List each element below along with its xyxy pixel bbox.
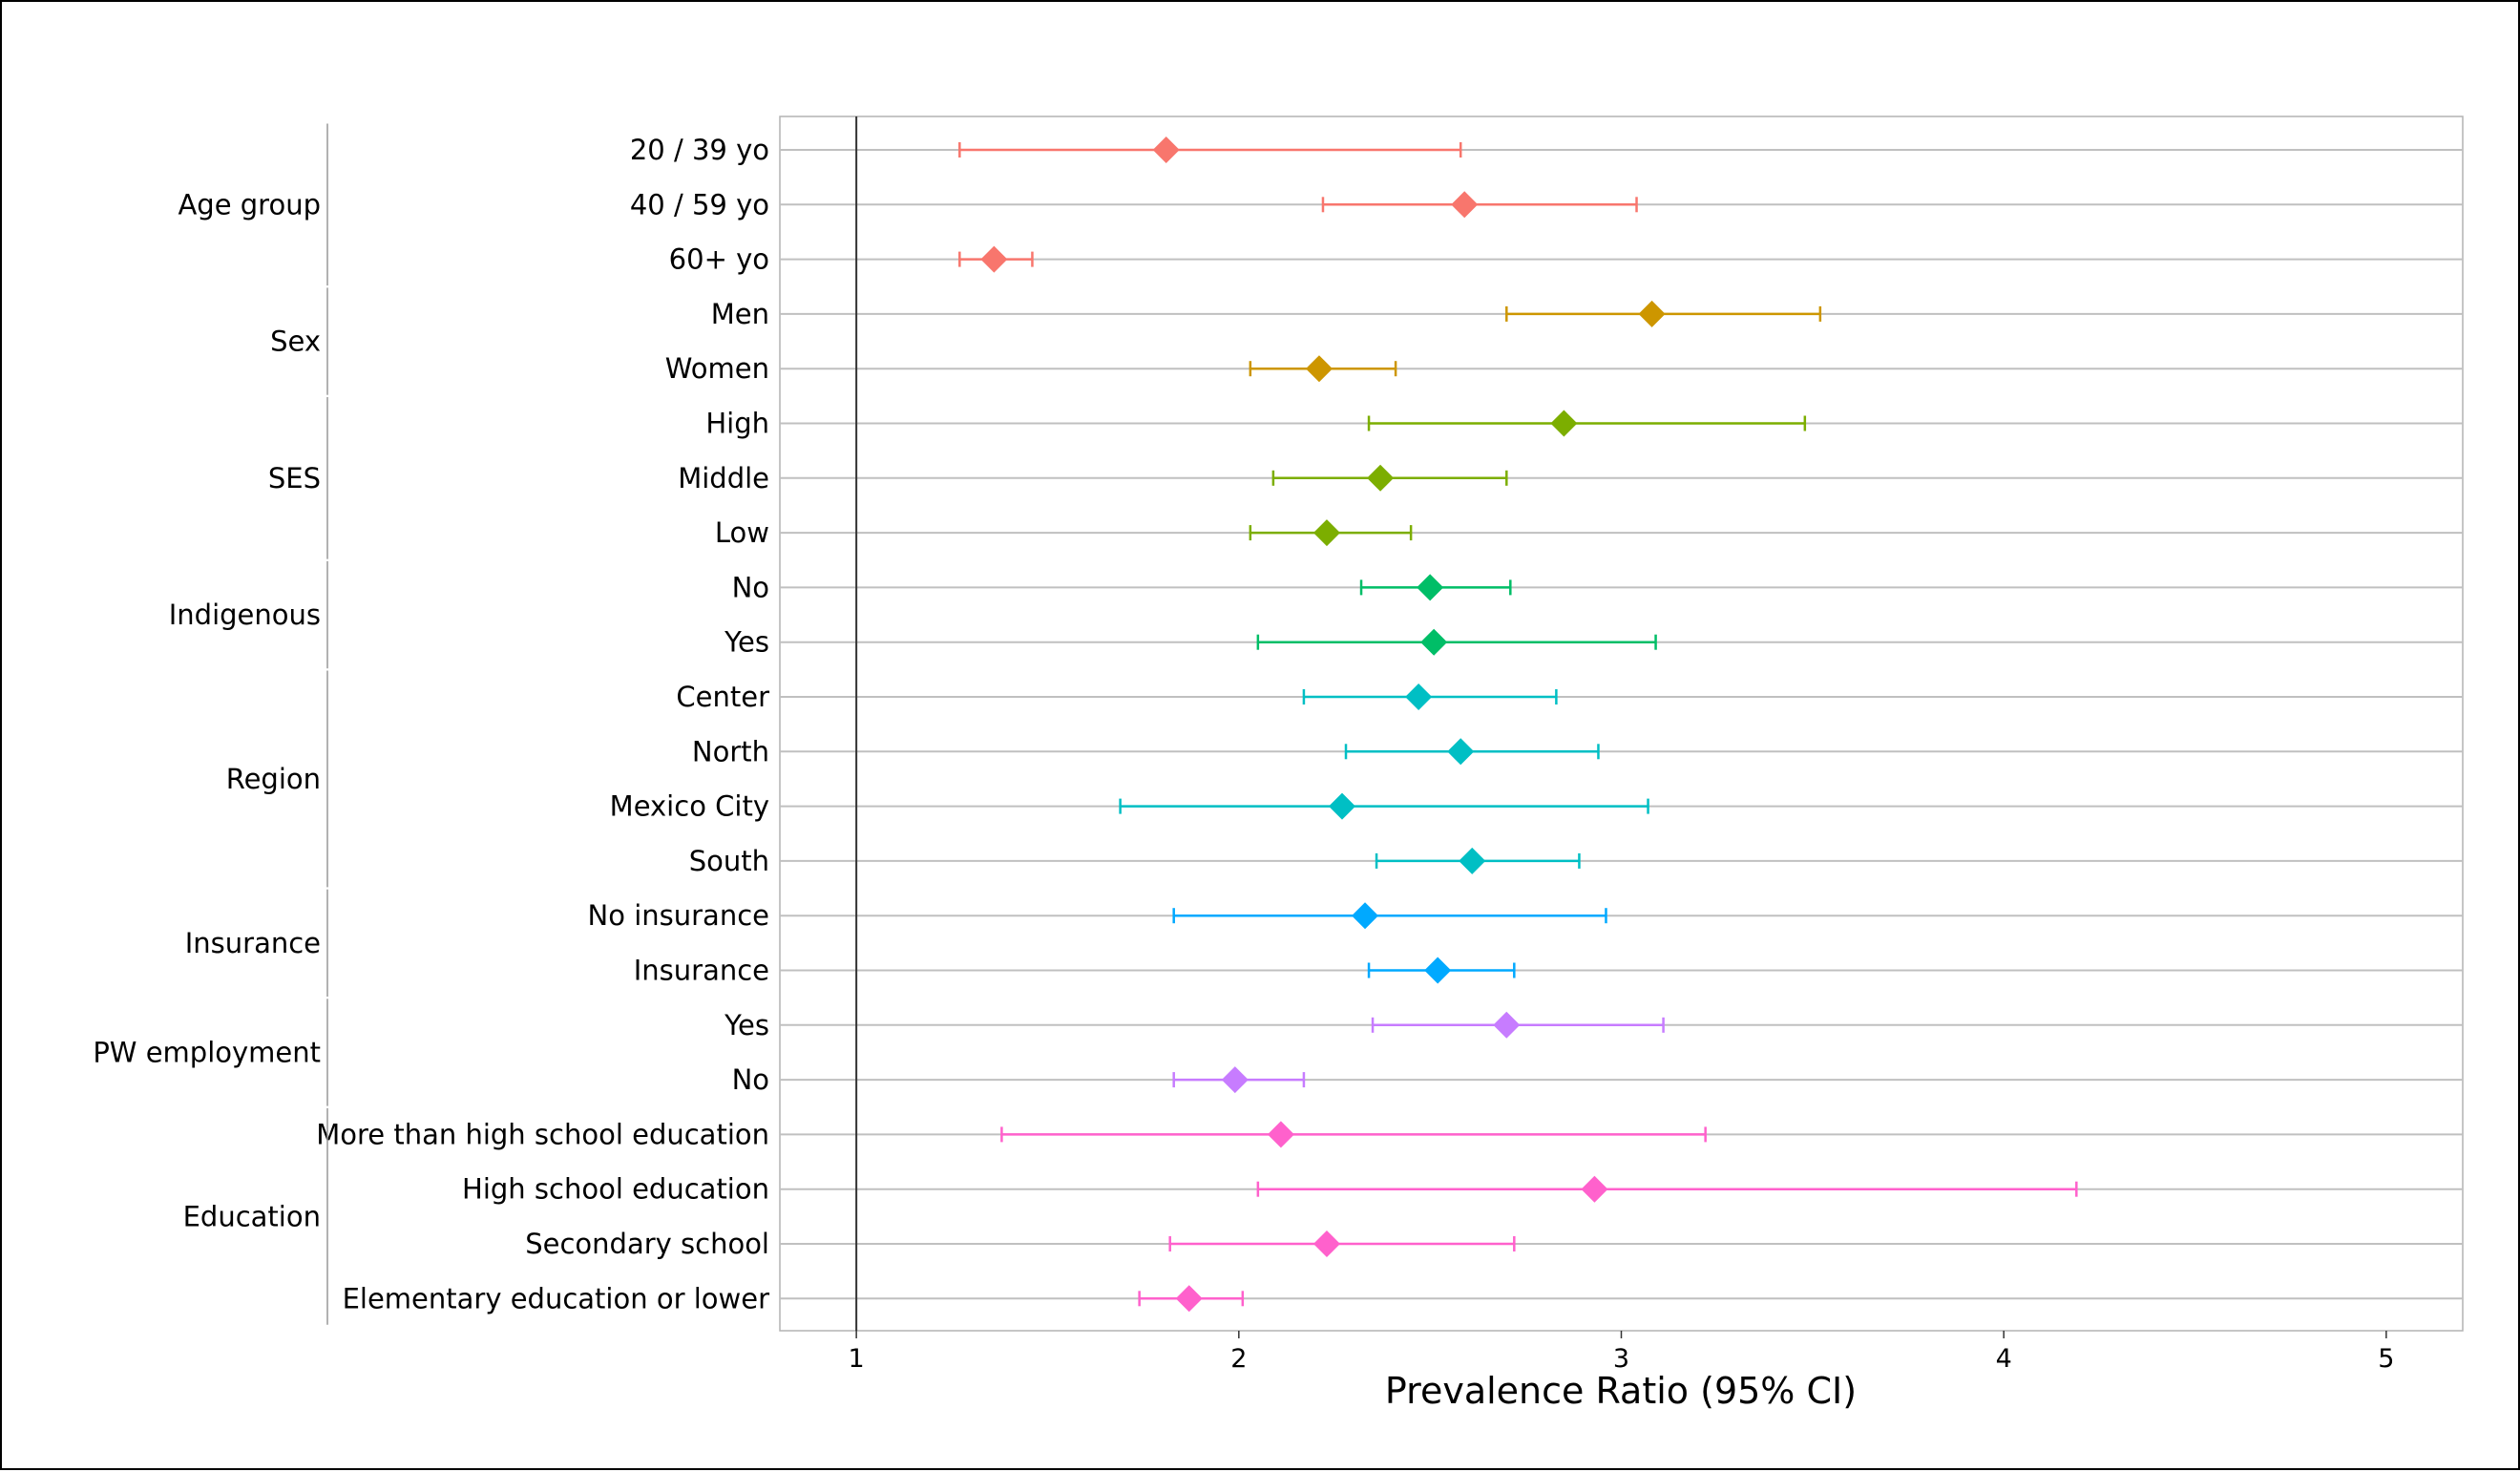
row-label: Women — [665, 352, 769, 385]
estimate-diamond — [1581, 1175, 1608, 1203]
group-label: Insurance — [185, 927, 321, 959]
row-label: Yes — [724, 1009, 769, 1041]
row-label: High school education — [462, 1173, 769, 1206]
group-label: Education — [183, 1200, 321, 1232]
row-label: North — [692, 735, 769, 768]
row-label: Low — [715, 516, 769, 549]
estimate-diamond — [1367, 464, 1395, 492]
row-label: Insurance — [634, 955, 769, 987]
row-label: Secondary school — [525, 1228, 769, 1260]
row-label: 20 / 39 yo — [630, 134, 769, 166]
data-marks — [958, 137, 2078, 1313]
estimate-diamond — [1417, 574, 1444, 601]
row-label: High — [705, 408, 769, 440]
estimate-diamond — [980, 245, 1008, 273]
group-label: Region — [226, 763, 321, 795]
group-label: SES — [268, 462, 321, 494]
estimate-diamond — [1638, 300, 1666, 327]
row-label: Men — [711, 298, 769, 330]
group-label: PW employment — [93, 1036, 321, 1068]
estimate-diamond — [1305, 355, 1333, 383]
estimate-diamond — [1152, 137, 1180, 163]
row-label: 40 / 59 yo — [630, 188, 769, 221]
x-tick-label: 5 — [2378, 1344, 2394, 1374]
x-tick-label: 4 — [1996, 1344, 2012, 1374]
estimate-diamond — [1405, 683, 1433, 710]
row-label: 60+ yo — [669, 243, 769, 276]
row-label: Center — [676, 681, 769, 713]
estimate-diamond — [1459, 847, 1486, 874]
x-axis-title: Prevalence Ratio (95% CI) — [1385, 1370, 1857, 1412]
x-tick-label: 2 — [1230, 1344, 1247, 1374]
row-labels: 20 / 39 yo 40 / 59 yo 60+ yo Men Women High Mi… — [316, 134, 769, 1314]
estimate-diamond — [1352, 902, 1379, 930]
estimate-diamond — [1493, 1011, 1521, 1039]
estimate-diamond — [1221, 1066, 1249, 1094]
row-label: Mexico City — [610, 790, 769, 823]
estimate-diamond — [1312, 519, 1340, 547]
estimate-diamond — [1420, 628, 1448, 656]
estimate-diamond — [1312, 1230, 1340, 1257]
estimate-diamond — [1424, 957, 1452, 984]
estimate-diamond — [1175, 1285, 1203, 1313]
x-tick-label: 1 — [849, 1344, 865, 1374]
row-label: South — [689, 845, 769, 877]
x-axis-ticks: 1 2 3 4 5 — [849, 1331, 2394, 1374]
row-label: Yes — [724, 626, 769, 659]
group-label: Sex — [270, 326, 321, 358]
row-label: No — [732, 1063, 769, 1096]
group-label: Age group — [178, 188, 321, 221]
estimate-diamond — [1451, 191, 1479, 219]
row-label: Elementary education or lower — [343, 1282, 769, 1314]
estimate-diamond — [1267, 1121, 1294, 1148]
row-label: Middle — [678, 462, 769, 494]
plot-panel — [779, 116, 2464, 1332]
estimate-diamond — [1447, 738, 1475, 766]
row-label: No insurance — [588, 899, 769, 932]
group-labels: Age group Sex SES Indigenous Region Insurance… — [93, 123, 328, 1325]
estimate-diamond — [1329, 792, 1356, 820]
group-label: Indigenous — [169, 599, 321, 631]
x-tick-label: 3 — [1613, 1344, 1629, 1374]
row-label: More than high school education — [316, 1118, 769, 1150]
estimate-diamond — [1550, 410, 1578, 437]
row-label: No — [732, 571, 769, 603]
